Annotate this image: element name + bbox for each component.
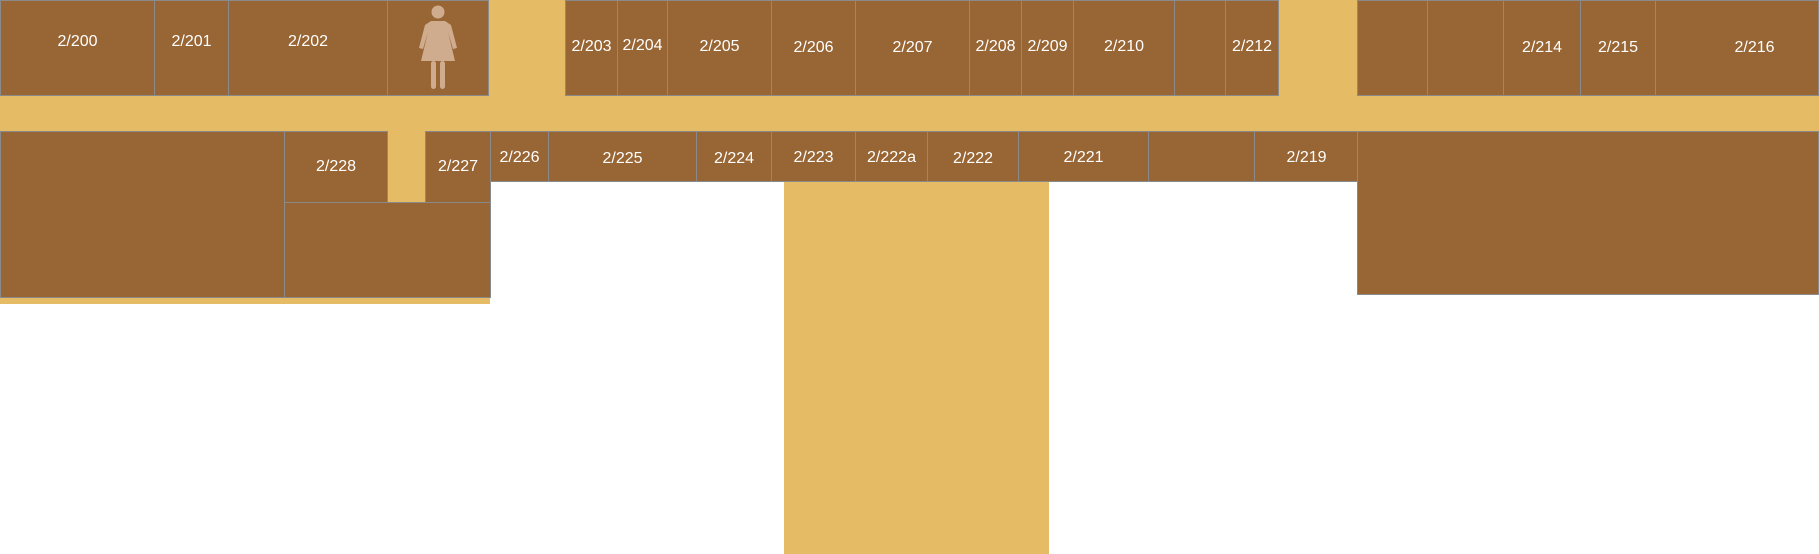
room-2-216[interactable]: 2/216 <box>1655 0 1819 96</box>
room-2-215[interactable]: 2/215 <box>1580 0 1656 96</box>
room-label: 2/228 <box>315 158 357 175</box>
room-label: 2/222 <box>952 150 994 167</box>
room-label: 2/224 <box>713 150 755 167</box>
atrium-block <box>784 176 1049 554</box>
room-label: 2/207 <box>892 39 933 56</box>
room-2-204[interactable]: 2/204 <box>617 0 668 96</box>
room-unlabeled-220[interactable] <box>1148 131 1255 182</box>
lower-left-wing[interactable] <box>0 131 285 298</box>
room-2-212[interactable]: 2/212 <box>1225 0 1279 96</box>
room-unlabeled-right-a[interactable] <box>1357 0 1428 96</box>
room-label: 2/221 <box>1063 149 1104 166</box>
main-corridor <box>0 95 1819 132</box>
room-label: 2/200 <box>57 33 98 50</box>
room-2-226[interactable]: 2/226 <box>490 131 549 182</box>
corridor-stair-right <box>1278 0 1358 96</box>
room-label: 2/203 <box>571 38 612 55</box>
room-2-219[interactable]: 2/219 <box>1254 131 1359 182</box>
room-label: 2/225 <box>602 150 643 167</box>
room-2-228[interactable]: 2/228 <box>284 131 388 203</box>
room-2-221[interactable]: 2/221 <box>1018 131 1149 182</box>
room-2-206[interactable]: 2/206 <box>771 0 856 96</box>
female-restroom-icon <box>419 5 457 89</box>
room-label: 2/206 <box>793 39 834 56</box>
room-label: 2/214 <box>1521 39 1563 56</box>
corridor-between-228-227 <box>387 131 426 203</box>
room-label: 2/210 <box>1103 38 1145 55</box>
room-label: 2/227 <box>437 158 479 175</box>
lower-right-wing[interactable] <box>1357 131 1819 295</box>
room-label: 2/216 <box>1734 39 1775 56</box>
room-label: 2/222a <box>867 149 916 166</box>
room-2-205[interactable]: 2/205 <box>667 0 772 96</box>
room-label: 2/201 <box>171 33 212 50</box>
room-2-222a[interactable]: 2/222a <box>855 131 928 182</box>
room-2-225[interactable]: 2/225 <box>548 131 697 182</box>
room-2-208[interactable]: 2/208 <box>969 0 1022 96</box>
room-label: 2/202 <box>287 33 329 50</box>
room-label: 2/205 <box>699 38 740 55</box>
room-label: 2/226 <box>499 149 540 166</box>
corridor-stair-left <box>488 0 565 96</box>
room-2-203[interactable]: 2/203 <box>565 0 618 96</box>
room-label: 2/215 <box>1597 39 1639 56</box>
room-2-227[interactable]: 2/227 <box>425 131 491 203</box>
room-2-224[interactable]: 2/224 <box>696 131 772 182</box>
room-unlabeled-right-b[interactable] <box>1427 0 1504 96</box>
room-label: 2/212 <box>1231 38 1273 55</box>
lower-left-annex[interactable] <box>284 202 491 298</box>
room-2-223[interactable]: 2/223 <box>771 131 856 182</box>
room-2-201[interactable]: 2/201 <box>154 0 229 96</box>
room-label: 2/208 <box>975 38 1016 55</box>
room-label: 2/223 <box>793 149 834 166</box>
room-label: 2/219 <box>1286 149 1327 166</box>
room-label: 2/204 <box>622 37 663 54</box>
room-2-202[interactable]: 2/202 <box>228 0 388 96</box>
room-2-214[interactable]: 2/214 <box>1503 0 1581 96</box>
room-label: 2/209 <box>1027 38 1068 55</box>
room-2-200[interactable]: 2/200 <box>0 0 155 96</box>
room-2-207[interactable]: 2/207 <box>855 0 970 96</box>
room-2-222[interactable]: 2/222 <box>927 131 1019 182</box>
room-unlabeled-211[interactable] <box>1174 0 1226 96</box>
room-2-210[interactable]: 2/210 <box>1073 0 1175 96</box>
room-2-209[interactable]: 2/209 <box>1021 0 1074 96</box>
